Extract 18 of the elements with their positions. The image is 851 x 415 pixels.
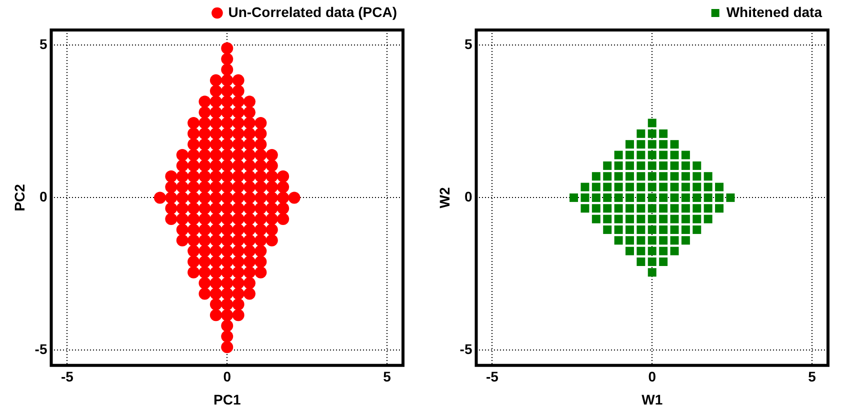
x-tick-label: 5: [808, 368, 816, 385]
x-axis-title: W1: [642, 391, 663, 408]
y-tick-label: -5: [460, 341, 472, 358]
y-tick-label: 0: [39, 188, 48, 205]
y-tick-label: 5: [464, 36, 472, 52]
y-tick-label: 5: [39, 36, 48, 52]
x-tick-label: 5: [383, 368, 392, 385]
legend-label: Un-Correlated data (PCA): [228, 4, 398, 20]
y-tick-label: -5: [34, 341, 48, 358]
x-axis-title: PC1: [214, 391, 241, 408]
y-tick-label: 0: [464, 188, 472, 205]
y-axis-title: PC2: [11, 184, 28, 212]
x-tick-label: -5: [61, 368, 74, 385]
x-tick-label: 0: [223, 368, 232, 385]
x-tick-label: 0: [648, 368, 656, 385]
legend-label: Whitened data: [726, 4, 822, 20]
x-tick-label: -5: [486, 368, 499, 385]
y-axis-title: W2: [436, 186, 452, 208]
